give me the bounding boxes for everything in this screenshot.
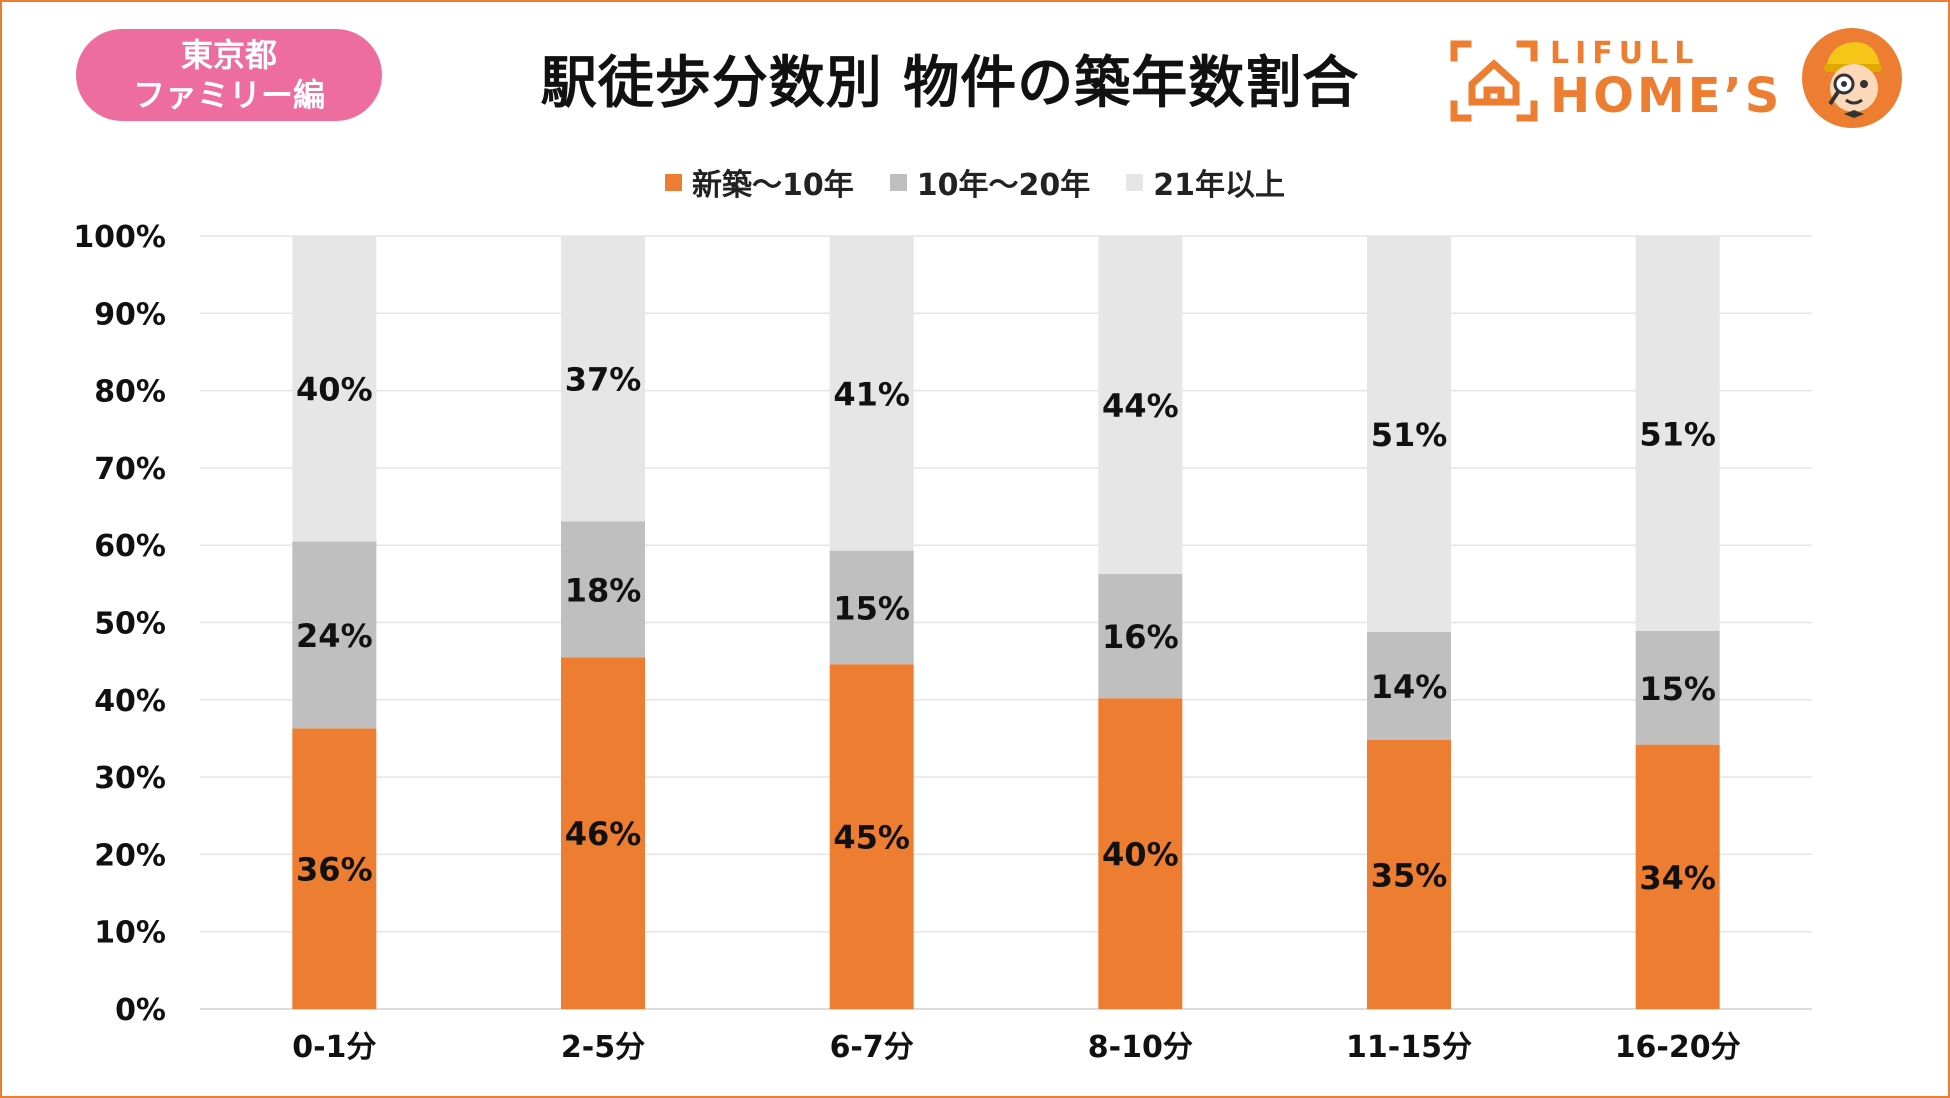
- x-tick-label: 0-1分: [292, 1030, 376, 1065]
- x-tick-label: 11-15分: [1346, 1030, 1472, 1065]
- data-label: 24%: [296, 617, 373, 655]
- y-tick-label: 0%: [115, 993, 166, 1028]
- badge-line-1: 東京都: [180, 36, 277, 74]
- bar-segment: [829, 236, 914, 551]
- mascot-icon: [1802, 28, 1902, 128]
- legend-swatch-mid: [889, 173, 907, 191]
- y-tick-label: 90%: [94, 297, 166, 332]
- x-tick-label: 2-5分: [561, 1030, 645, 1065]
- bar-segment: [561, 657, 645, 1009]
- bar-segment: [1367, 631, 1451, 740]
- legend-label-new: 新築～10年: [692, 168, 854, 203]
- y-tick-label: 50%: [94, 607, 166, 642]
- x-tick-label: 16-20分: [1615, 1030, 1741, 1065]
- legend-item-old: 21年以上: [1126, 160, 1285, 204]
- bar-segment: [1098, 698, 1183, 1009]
- legend-swatch-old: [1126, 173, 1144, 191]
- y-tick-label: 70%: [94, 452, 166, 487]
- bar-segment: [561, 521, 645, 658]
- data-label: 51%: [1639, 416, 1716, 454]
- logo-text-big: HOME’S: [1550, 68, 1783, 124]
- data-label: 40%: [1102, 836, 1179, 874]
- bar-segment: [1098, 573, 1183, 699]
- lifull-homes-logo: LIFULL HOME’S: [1446, 36, 1786, 126]
- y-tick-label: 80%: [94, 375, 166, 410]
- data-label: 35%: [1371, 856, 1448, 894]
- data-label: 37%: [565, 361, 642, 399]
- bar-segment: [1367, 236, 1451, 632]
- data-label: 18%: [565, 571, 642, 609]
- bar-segment: [1098, 236, 1183, 574]
- data-label: 40%: [296, 371, 373, 409]
- bar-segment: [1635, 631, 1720, 745]
- chart-legend: 新築～10年 10年～20年 21年以上: [0, 160, 1950, 204]
- x-tick-label: 8-10分: [1088, 1030, 1193, 1065]
- data-label: 34%: [1639, 859, 1716, 897]
- bar-segment: [829, 550, 914, 665]
- y-tick-label: 20%: [94, 838, 166, 873]
- x-tick-label: 6-7分: [830, 1030, 914, 1065]
- data-label: 45%: [833, 819, 910, 857]
- data-label: 44%: [1102, 387, 1179, 425]
- logo-text-small: LIFULL: [1550, 36, 1700, 71]
- y-tick-label: 60%: [94, 529, 166, 564]
- region-badge: 東京都 ファミリー編: [76, 29, 382, 121]
- data-label: 46%: [565, 815, 642, 853]
- legend-label-old: 21年以上: [1153, 168, 1285, 203]
- legend-swatch-new: [665, 173, 682, 191]
- data-label: 51%: [1371, 416, 1448, 454]
- legend-item-new: 新築～10年: [665, 160, 854, 204]
- bar-segment: [1635, 236, 1720, 632]
- data-label: 15%: [833, 589, 910, 627]
- y-tick-label: 30%: [94, 761, 166, 796]
- bar-segment: [292, 541, 377, 729]
- legend-label-mid: 10年～20年: [916, 168, 1091, 203]
- data-label: 15%: [1639, 670, 1716, 708]
- y-tick-label: 100%: [73, 220, 166, 255]
- house-icon: [1450, 40, 1538, 122]
- bar-segment: [829, 664, 914, 1009]
- badge-line-2: ファミリー編: [132, 76, 325, 114]
- chart-title: 駅徒歩分数別 物件の築年数割合: [540, 51, 1360, 116]
- bar-segment: [1635, 744, 1720, 1009]
- data-label: 16%: [1102, 618, 1179, 656]
- data-label: 14%: [1371, 668, 1448, 706]
- bar-segment: [561, 236, 645, 522]
- bar-segment: [292, 728, 377, 1009]
- data-label: 41%: [833, 375, 910, 413]
- data-label: 36%: [296, 851, 373, 889]
- legend-item-mid: 10年～20年: [889, 160, 1091, 204]
- y-tick-label: 10%: [94, 916, 166, 951]
- y-tick-label: 40%: [94, 684, 166, 719]
- bar-segment: [292, 236, 377, 542]
- bar-segment: [1367, 739, 1451, 1009]
